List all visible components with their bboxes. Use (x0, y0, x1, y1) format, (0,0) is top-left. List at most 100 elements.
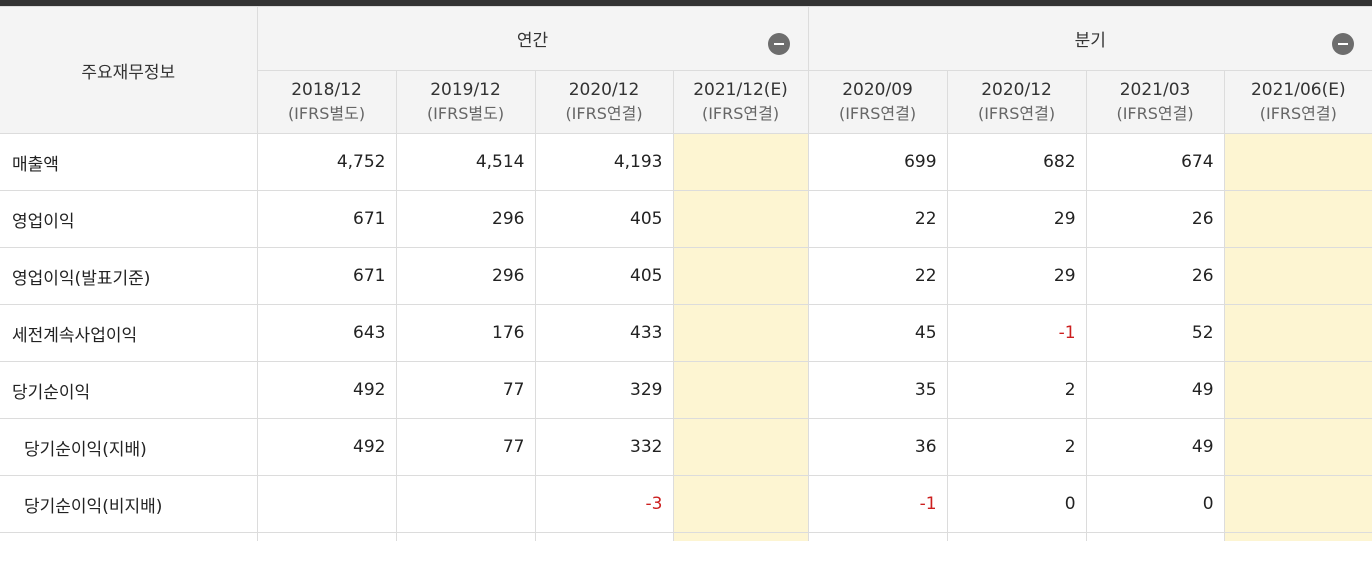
period-date: 2020/09 (842, 80, 913, 100)
table-row: 영업이익(발표기준) 671 296 405 22 29 26 (0, 247, 1372, 305)
table-row: 영업이익 671 296 405 22 29 26 (0, 190, 1372, 248)
corner-header: 주요재무정보 (0, 6, 258, 134)
period-header: 2021/06(E) (IFRS연결) (1223, 70, 1372, 134)
value-cell (1223, 190, 1372, 248)
partial-cell (1085, 532, 1225, 541)
value-cell: 4,193 (534, 133, 674, 191)
row-label: 매출액 (0, 133, 258, 191)
period-date: 2021/06(E) (1250, 80, 1346, 100)
value-cell: 296 (395, 190, 536, 248)
value-cell (1223, 247, 1372, 305)
period-header: 2020/09 (IFRS연결) (807, 70, 948, 134)
value-cell: 49 (1085, 418, 1225, 476)
collapse-quarter-icon[interactable] (1332, 33, 1355, 55)
period-basis: (IFRS연결) (838, 104, 917, 123)
quarter-group-header: 분기 (807, 6, 1372, 71)
value-cell: 77 (395, 418, 536, 476)
value-cell: 671 (256, 247, 397, 305)
value-cell: 2 (946, 361, 1087, 419)
value-cell (672, 475, 809, 533)
table-row: 세전계속사업이익 643 176 433 45 -1 52 (0, 304, 1372, 362)
period-header: 2019/12 (IFRS별도) (395, 70, 536, 134)
partial-cell (672, 532, 809, 541)
period-basis: (IFRS연결) (701, 104, 780, 123)
period-date: 2021/12(E) (693, 80, 788, 100)
partial-cell (807, 532, 948, 541)
value-cell: 405 (534, 247, 674, 305)
value-cell (395, 475, 536, 533)
table-row: 당기순이익(지배) 492 77 332 36 2 49 (0, 418, 1372, 476)
value-cell (672, 247, 809, 305)
value-cell: 492 (256, 361, 397, 419)
value-cell: 682 (946, 133, 1087, 191)
period-header: 2018/12 (IFRS별도) (257, 70, 397, 134)
partial-cell (0, 532, 258, 541)
top-border (0, 0, 1372, 6)
table-row: 당기순이익 492 77 329 35 2 49 (0, 361, 1372, 419)
value-cell: 4,514 (395, 133, 536, 191)
row-label: 세전계속사업이익 (0, 304, 258, 362)
value-cell (1223, 475, 1372, 533)
table-row-partial (0, 532, 1372, 541)
value-cell: 699 (807, 133, 948, 191)
value-cell (1223, 133, 1372, 191)
value-cell: 26 (1085, 190, 1225, 248)
value-cell: 45 (807, 304, 948, 362)
partial-cell (534, 532, 674, 541)
table-row: 매출액 4,752 4,514 4,193 699 682 674 (0, 133, 1372, 191)
collapse-annual-icon[interactable] (767, 33, 790, 55)
annual-group-header: 연간 (256, 6, 809, 71)
value-cell: 405 (534, 190, 674, 248)
value-cell: 176 (395, 304, 536, 362)
value-cell: 22 (807, 190, 948, 248)
partial-cell (395, 532, 536, 541)
value-cell (672, 190, 809, 248)
period-basis: (IFRS연결) (977, 104, 1056, 123)
value-cell (1223, 304, 1372, 362)
value-cell: 0 (946, 475, 1087, 533)
period-date: 2018/12 (291, 80, 362, 100)
row-label: 당기순이익(지배) (0, 418, 258, 476)
value-cell: 26 (1085, 247, 1225, 305)
value-cell (672, 361, 809, 419)
value-cell: 35 (807, 361, 948, 419)
period-header: 2021/12(E) (IFRS연결) (672, 70, 809, 134)
period-header: 2020/12 (IFRS연결) (534, 70, 674, 134)
period-basis: (IFRS별도) (426, 104, 505, 123)
value-cell: 36 (807, 418, 948, 476)
value-cell: 49 (1085, 361, 1225, 419)
period-basis: (IFRS연결) (565, 104, 643, 123)
value-cell: 4,752 (256, 133, 397, 191)
value-cell (1223, 361, 1372, 419)
period-basis: (IFRS연결) (1116, 104, 1194, 123)
period-basis: (IFRS별도) (287, 104, 366, 123)
value-cell: 2 (946, 418, 1087, 476)
quarter-group-label: 분기 (1074, 31, 1106, 51)
value-cell: 329 (534, 361, 674, 419)
value-cell: 0 (1085, 475, 1225, 533)
row-label: 당기순이익 (0, 361, 258, 419)
partial-cell (256, 532, 397, 541)
table-row: 당기순이익(비지배) -3 -1 0 0 (0, 475, 1372, 533)
value-cell: 671 (256, 190, 397, 248)
partial-cell (1223, 532, 1372, 541)
row-label: 영업이익 (0, 190, 258, 248)
value-cell: -1 (946, 304, 1087, 362)
value-cell: -1 (807, 475, 948, 533)
value-cell (1223, 418, 1372, 476)
financial-table: 주요재무정보 연간 분기 2018/12 (IFRS별도) 2019/12 (IFRS… (0, 6, 1372, 541)
period-date: 2020/12 (568, 80, 640, 100)
period-header: 2021/03 (IFRS연결) (1085, 70, 1225, 134)
value-cell (672, 304, 809, 362)
value-cell: 77 (395, 361, 536, 419)
value-cell (672, 418, 809, 476)
value-cell: 643 (256, 304, 397, 362)
period-header: 2020/12 (IFRS연결) (946, 70, 1087, 134)
value-cell: -3 (534, 475, 674, 533)
value-cell: 22 (807, 247, 948, 305)
value-cell: 52 (1085, 304, 1225, 362)
value-cell: 492 (256, 418, 397, 476)
value-cell: 332 (534, 418, 674, 476)
row-label: 영업이익(발표기준) (0, 247, 258, 305)
